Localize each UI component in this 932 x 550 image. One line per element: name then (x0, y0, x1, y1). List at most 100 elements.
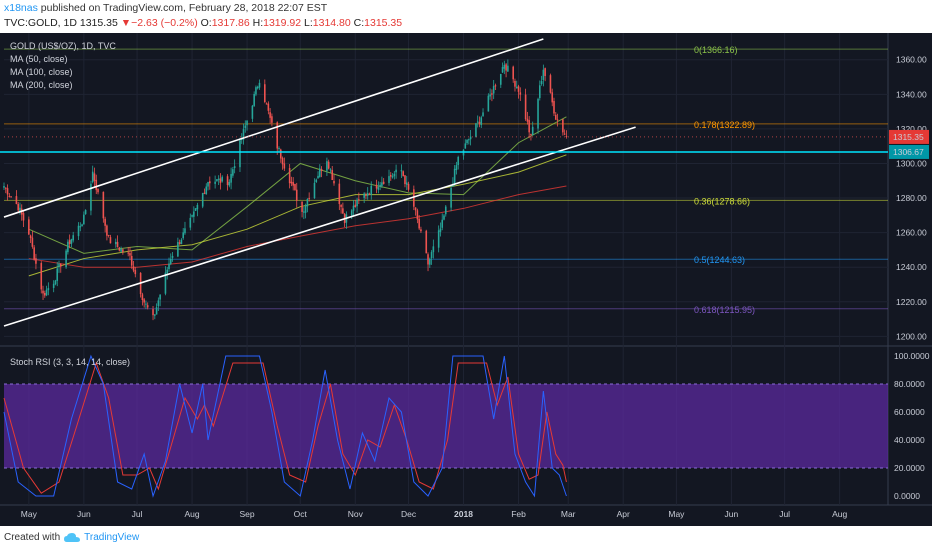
candle-body (317, 175, 319, 179)
candle-body (40, 263, 43, 290)
tradingview-cloud-icon (64, 532, 81, 542)
candles-layer (3, 59, 568, 321)
candle-body (407, 183, 410, 190)
stoch-y-tick-label: 40.0000 (894, 435, 925, 445)
candle-body (514, 80, 516, 87)
candle-body (256, 86, 259, 89)
candle-body (450, 188, 452, 208)
candle-body (3, 186, 5, 188)
candle-body (457, 156, 459, 166)
candle-body (84, 209, 87, 215)
candle-body (562, 119, 564, 133)
candle-body (544, 68, 546, 77)
candle-body (331, 170, 334, 181)
candle-body (255, 87, 257, 95)
candle-body (68, 240, 71, 244)
candle-body (143, 299, 145, 303)
candle-body (340, 205, 342, 207)
candle-body (44, 293, 46, 296)
x-tick-label: 2018 (454, 509, 473, 519)
candle-body (393, 173, 396, 177)
candle-body (455, 165, 458, 171)
candle-body (480, 117, 483, 126)
candle-body (320, 169, 323, 171)
candle-body (563, 133, 566, 135)
last-price-tag (889, 129, 929, 144)
x-tick-label: Oct (294, 509, 308, 519)
candle-body (122, 249, 124, 252)
candle-body (377, 187, 380, 190)
candle-body (278, 148, 280, 150)
stoch-lines-layer (3, 354, 567, 498)
candle-body (221, 176, 224, 182)
candle-body (468, 139, 470, 141)
candle-body (537, 98, 539, 129)
candle-body (120, 248, 122, 252)
candle-body (244, 125, 247, 128)
candle-body (400, 170, 403, 172)
candle-body (303, 211, 305, 213)
candle-body (70, 239, 73, 244)
candle-body (466, 139, 468, 144)
trendlines-layer (0, 38, 888, 327)
candle-body (492, 86, 495, 94)
candle-body (290, 181, 293, 184)
candle-body (15, 196, 18, 205)
created-with-label: Created with (4, 532, 61, 543)
candle-body (91, 171, 94, 183)
high-label: H: (252, 17, 264, 29)
candle-body (315, 179, 318, 183)
tradingview-link[interactable]: TradingView (84, 532, 140, 543)
candle-body (4, 187, 7, 189)
channel-trendline (3, 126, 636, 327)
candle-body (205, 186, 208, 195)
x-tick-label: May (21, 509, 38, 519)
candle-body (130, 256, 133, 266)
candle-body (28, 219, 30, 235)
candle-body (342, 208, 344, 214)
low-label: L: (304, 17, 313, 29)
candle-body (118, 247, 121, 251)
published-text: published on TradingView.com, February 2… (40, 2, 328, 14)
stoch-d-line (3, 361, 567, 494)
candle-body (17, 203, 19, 211)
candle-body (329, 169, 332, 171)
candle-body (528, 120, 530, 133)
candle-body (106, 225, 108, 236)
chart-svg[interactable]: 0(1366.16) 0.178(1322.89) 0.36(1278.66) 0.5… (0, 33, 932, 526)
candle-body (554, 114, 557, 120)
candle-body (169, 258, 172, 264)
candle-body (146, 305, 149, 308)
candle-body (304, 205, 307, 213)
close-label: C: (353, 17, 365, 29)
candle-body (425, 230, 428, 254)
candle-body (542, 69, 545, 80)
candle-body (308, 197, 310, 199)
candle-body (338, 183, 341, 205)
y-tick-label: 1220.00 (896, 297, 927, 307)
candle-body (214, 181, 216, 184)
candle-body (476, 121, 479, 123)
last-price-label: 1315.35 (893, 132, 924, 142)
candle-body (72, 235, 74, 241)
fib-level-label: 0.5(1244.63) (694, 255, 745, 265)
candle-body (267, 103, 270, 111)
candle-body (154, 314, 156, 316)
y-tick-label: 1240.00 (896, 262, 927, 272)
channel-trendline (3, 38, 544, 218)
candle-body (464, 143, 467, 149)
candle-body (93, 173, 96, 182)
candle-body (281, 157, 284, 165)
candle-body (90, 183, 92, 211)
candle-body (326, 161, 328, 171)
y-tick-label: 1300.00 (896, 158, 927, 168)
chart-area[interactable]: 0(1366.16) 0.178(1322.89) 0.36(1278.66) 0.5… (0, 33, 932, 526)
candle-body (404, 175, 406, 185)
candle-body (95, 179, 98, 191)
author-link[interactable]: x18nas (4, 2, 38, 14)
candle-body (429, 258, 431, 265)
candle-body (19, 207, 21, 212)
candle-body (354, 204, 357, 207)
y-tick-label: 1200.00 (896, 331, 927, 341)
candle-body (391, 176, 394, 178)
